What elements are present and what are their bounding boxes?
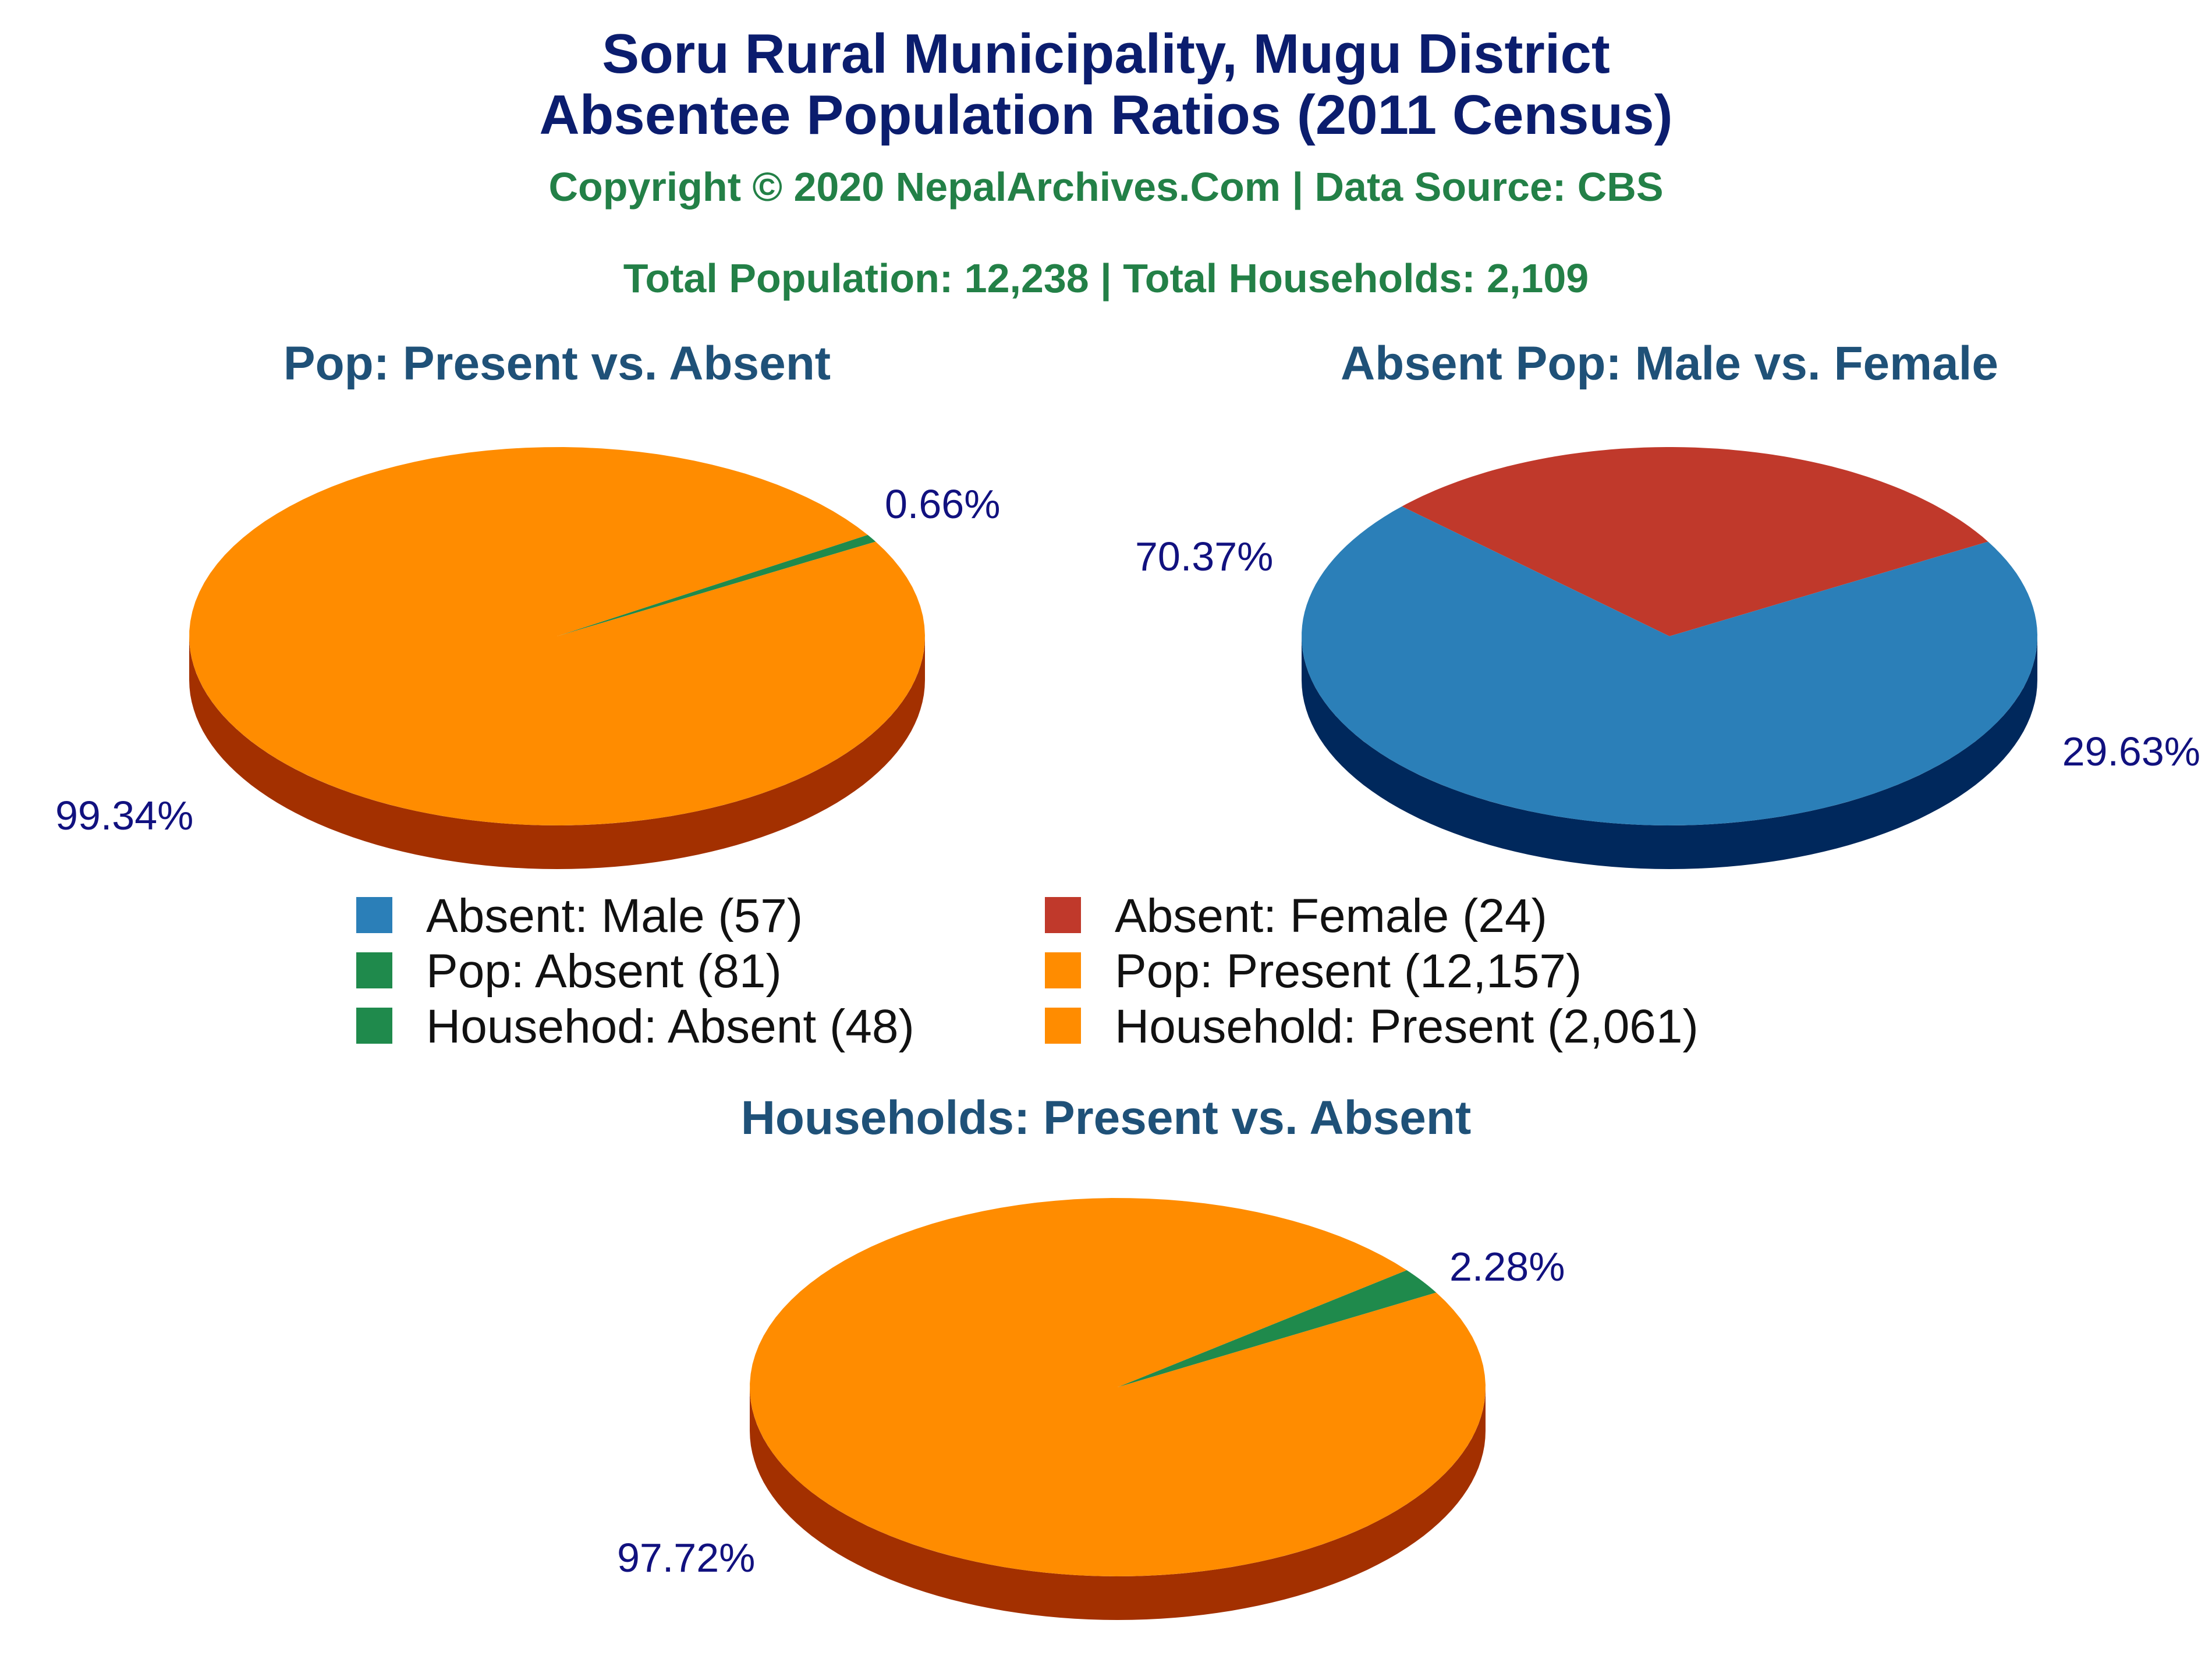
legend-swatch-5 <box>1045 1008 1081 1044</box>
pie-0-slice-1 <box>189 447 926 825</box>
legend-swatch-1 <box>1045 897 1081 933</box>
pie-title-households: Households: Present vs. Absent <box>741 1091 1472 1144</box>
legend-label-4: Househod: Absent (48) <box>426 1000 914 1053</box>
pie-chart-households: 2.28% 97.72% <box>617 1198 1565 1620</box>
pie-1-label-0: 29.63% <box>2062 729 2200 774</box>
pie-0-label-1: 99.34% <box>55 793 193 838</box>
title-line-2: Absentee Population Ratios (2011 Census) <box>539 84 1672 146</box>
pie-title-absent-gender: Absent Pop: Male vs. Female <box>1341 337 1998 390</box>
legend-swatch-2 <box>356 952 392 988</box>
pie-1-slice-0 <box>1402 447 1988 636</box>
copyright-line: Copyright © 2020 NepalArchives.Com | Dat… <box>548 164 1663 210</box>
pie-0-label-0: 0.66% <box>885 481 1000 527</box>
pie-chart-population: 0.66% 99.34% <box>55 447 1000 869</box>
title-line-1: Soru Rural Municipality, Mugu District <box>602 23 1610 85</box>
legend-label-3: Pop: Present (12,157) <box>1115 945 1582 998</box>
pie-2-side-1 <box>750 1387 1486 1620</box>
legend-swatch-3 <box>1045 952 1081 988</box>
legend: Absent: Male (57) Absent: Female (24)Pop:… <box>356 889 1699 1053</box>
pie-0-slice-0 <box>557 534 876 636</box>
pie-1-slice-1 <box>1302 506 2037 825</box>
pie-2-slice-1 <box>750 1198 1486 1576</box>
pie-chart-absent-gender: 29.63% 70.37% <box>1135 447 2200 869</box>
pie-2-label-0: 2.28% <box>1449 1244 1565 1289</box>
pie-0-side-1 <box>189 636 925 869</box>
pie-title-population: Pop: Present vs. Absent <box>283 337 831 390</box>
legend-label-5: Household: Present (2,061) <box>1115 1000 1699 1053</box>
totals-line: Total Population: 12,238 | Total Househo… <box>623 256 1589 302</box>
pie-2-label-1: 97.72% <box>617 1535 755 1580</box>
legend-label-1: Absent: Female (24) <box>1115 889 1547 942</box>
pie-1-label-1: 70.37% <box>1135 534 1273 579</box>
legend-swatch-0 <box>356 897 392 933</box>
legend-label-2: Pop: Absent (81) <box>426 945 782 998</box>
pie-2-slice-0 <box>1118 1270 1437 1387</box>
legend-swatch-4 <box>356 1008 392 1044</box>
pie-1-side-1 <box>1302 636 2037 869</box>
legend-label-0: Absent: Male (57) <box>426 889 803 942</box>
